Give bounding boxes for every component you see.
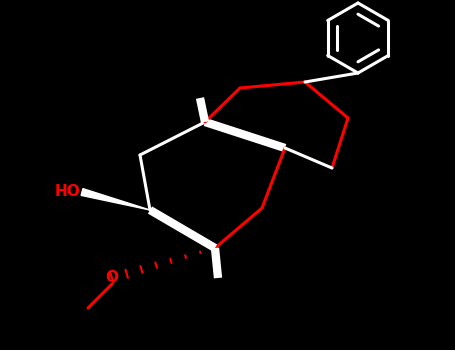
Polygon shape	[81, 189, 150, 210]
Text: O: O	[106, 271, 118, 286]
Text: HO: HO	[54, 184, 80, 200]
